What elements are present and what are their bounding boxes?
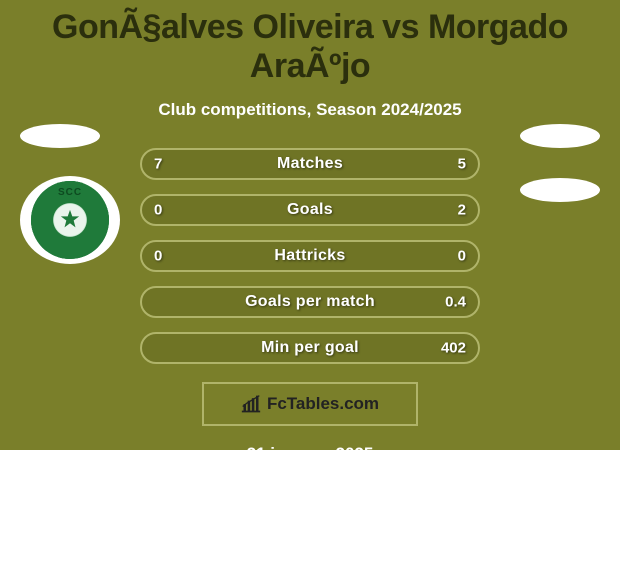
stat-row: 0 Hattricks 0 [140,240,480,272]
subtitle: Club competitions, Season 2024/2025 [0,100,620,120]
stat-value-right: 402 [441,340,466,357]
club-crest: SCC [31,181,109,259]
stat-label: Goals [287,201,333,219]
stat-value-right: 5 [458,156,466,173]
stat-value-right: 0.4 [445,294,466,311]
page-title: GonÃ§alves Oliveira vs Morgado AraÃºjo [0,8,620,86]
club-badge: SCC [20,176,120,264]
stat-value-left: 0 [154,248,162,265]
date-label: 21 january 2025 [0,444,620,464]
brand-box[interactable]: FcTables.com [202,382,418,426]
decor-ellipse [20,124,100,148]
stat-rows: 7 Matches 5 0 Goals 2 0 Hattricks 0 Goals per mat… [140,148,480,364]
stat-label: Goals per match [245,293,375,311]
stat-value-left: 7 [154,156,162,173]
star-icon [59,209,81,231]
stat-row: 7 Matches 5 [140,148,480,180]
decor-ellipse [520,178,600,202]
stat-row: Min per goal 402 [140,332,480,364]
brand-label: FcTables.com [267,394,379,414]
stat-label: Min per goal [261,339,359,357]
stat-label: Matches [277,155,343,173]
comparison-card: GonÃ§alves Oliveira vs Morgado AraÃºjo C… [0,0,620,450]
stat-label: Hattricks [274,247,345,265]
barchart-icon [241,395,261,413]
decor-ellipse [520,124,600,148]
stat-row: Goals per match 0.4 [140,286,480,318]
crest-text: SCC [31,187,109,198]
stat-row: 0 Goals 2 [140,194,480,226]
stat-value-right: 0 [458,248,466,265]
stat-value-right: 2 [458,202,466,219]
stat-value-left: 0 [154,202,162,219]
